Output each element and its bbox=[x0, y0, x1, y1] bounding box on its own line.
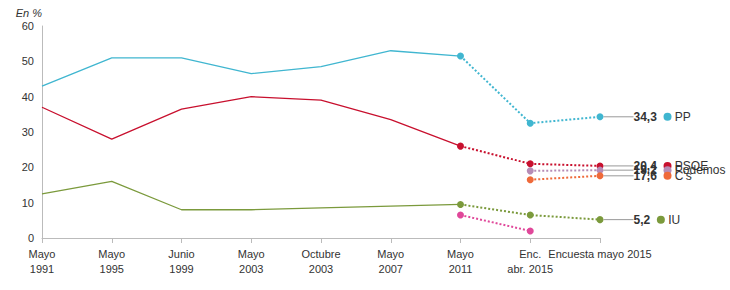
svg-text:Mayo: Mayo bbox=[29, 248, 56, 260]
svg-text:34,3: 34,3 bbox=[634, 110, 658, 124]
svg-text:C's: C's bbox=[675, 169, 692, 183]
svg-text:50: 50 bbox=[22, 55, 34, 67]
svg-text:En %: En % bbox=[16, 7, 43, 19]
svg-text:IU: IU bbox=[668, 213, 680, 227]
svg-text:60: 60 bbox=[22, 20, 34, 32]
svg-text:0: 0 bbox=[28, 232, 34, 244]
svg-text:2003: 2003 bbox=[239, 263, 263, 275]
svg-text:17,6: 17,6 bbox=[634, 169, 658, 183]
svg-text:1995: 1995 bbox=[100, 263, 124, 275]
svg-text:2007: 2007 bbox=[379, 263, 403, 275]
svg-text:Mayo: Mayo bbox=[238, 248, 265, 260]
svg-text:Mayo: Mayo bbox=[98, 248, 125, 260]
svg-text:Octubre: Octubre bbox=[301, 248, 340, 260]
svg-text:Mayo: Mayo bbox=[377, 248, 404, 260]
svg-text:20: 20 bbox=[22, 161, 34, 173]
svg-text:5,2: 5,2 bbox=[634, 213, 651, 227]
svg-text:1999: 1999 bbox=[169, 263, 193, 275]
svg-text:Mayo: Mayo bbox=[447, 248, 474, 260]
svg-text:Podemos: Podemos bbox=[674, 163, 726, 178]
svg-text:10: 10 bbox=[22, 197, 34, 209]
svg-text:1991: 1991 bbox=[30, 263, 54, 275]
svg-text:abr. 2015: abr. 2015 bbox=[507, 263, 553, 275]
svg-text:2003: 2003 bbox=[309, 263, 333, 275]
svg-text:40: 40 bbox=[22, 91, 34, 103]
svg-text:PP: PP bbox=[675, 110, 691, 124]
svg-text:30: 30 bbox=[22, 126, 34, 138]
svg-text:Encuesta mayo 2015: Encuesta mayo 2015 bbox=[548, 248, 651, 260]
svg-text:Junio: Junio bbox=[168, 248, 194, 260]
svg-text:Enc.: Enc. bbox=[519, 248, 541, 260]
svg-text:2011: 2011 bbox=[449, 263, 473, 275]
